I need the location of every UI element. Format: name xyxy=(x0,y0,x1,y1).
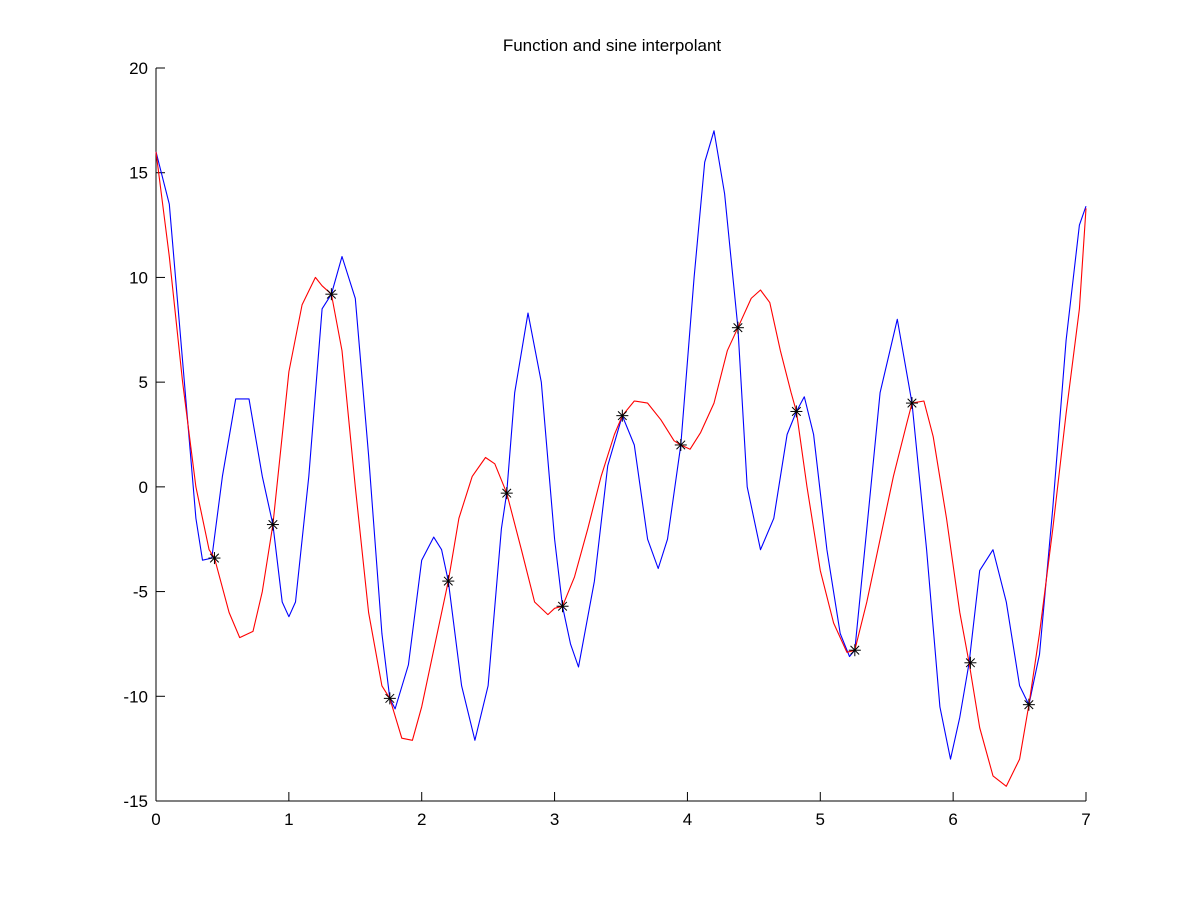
x-tick-label: 4 xyxy=(683,810,692,829)
data-point-marker xyxy=(905,397,918,410)
y-tick-label: -5 xyxy=(133,583,148,602)
y-tick-label: 15 xyxy=(129,164,148,183)
data-point-marker xyxy=(1022,698,1035,711)
data-point-marker xyxy=(556,600,569,613)
x-tick-label: 6 xyxy=(948,810,957,829)
x-tick-label: 2 xyxy=(417,810,426,829)
y-tick-label: -15 xyxy=(123,792,148,811)
series-line-1 xyxy=(155,130,1087,760)
data-point-marker xyxy=(442,575,455,588)
data-point-marker xyxy=(790,405,803,418)
chart-title: Function and sine interpolant xyxy=(503,36,722,55)
series-layer xyxy=(155,130,1087,787)
x-tick-label: 7 xyxy=(1081,810,1090,829)
x-tick-label: 5 xyxy=(816,810,825,829)
x-tick-label: 0 xyxy=(151,810,160,829)
data-point-marker xyxy=(964,656,977,669)
y-tick-label: -10 xyxy=(123,687,148,706)
data-point-marker xyxy=(208,552,221,565)
x-tick-label: 1 xyxy=(284,810,293,829)
y-tick-label: 10 xyxy=(129,268,148,287)
y-tick-label: 5 xyxy=(139,373,148,392)
x-tick-label: 3 xyxy=(550,810,559,829)
series-line-2 xyxy=(155,151,1087,787)
axes: 0 1 2 3 4 5 6 7 -15 -10 -5 0 5 10 15 20 xyxy=(123,59,1090,829)
y-tick-label: 20 xyxy=(129,59,148,78)
data-point-marker xyxy=(731,321,744,334)
data-point-marker xyxy=(848,644,861,657)
data-point-marker xyxy=(266,518,279,531)
data-point-marker xyxy=(325,288,338,301)
y-tick-label: 0 xyxy=(139,478,148,497)
data-point-marker xyxy=(383,692,396,705)
data-point-marker xyxy=(616,409,629,422)
data-point-marker xyxy=(674,438,687,451)
data-point-marker xyxy=(500,487,513,500)
